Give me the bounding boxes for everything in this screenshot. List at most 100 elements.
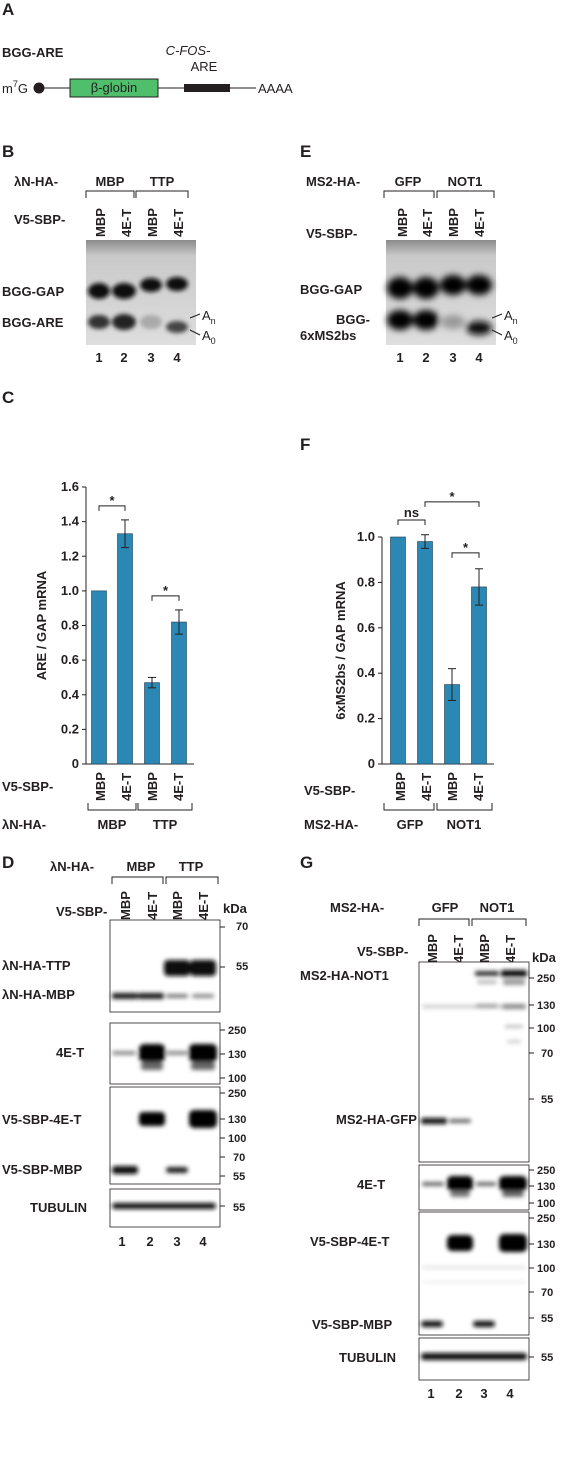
panel-label-c: C [2,388,14,407]
f-lane-labels: MBP 4E-T MBP 4E-T [393,772,486,801]
e-lane-label: 4E-T [420,209,435,237]
panel-label-f: F [300,435,310,454]
g-lane-label: MBP [425,934,440,963]
western-d: λN-HA- MBP TTP V5-SBP- MBP 4E-T MBP 4E-T… [2,859,248,1249]
y-tick-label: 0.2 [357,711,375,726]
e-lane-number: 4 [475,350,483,365]
bar [390,536,406,765]
y-tick-label: 1.4 [61,514,80,529]
f-group-2: NOT1 [447,817,482,832]
c-group-2: TTP [153,817,178,832]
d-marker: 70 [236,921,248,933]
e-a0-a: A [504,328,513,343]
globin-label: β-globin [91,80,138,95]
g-group-1: GFP [432,900,459,915]
polya-label: AAAA [258,81,293,96]
d-blot-1-marker-ticks [220,926,225,968]
g-blot-2-bands [422,1176,527,1197]
b-an-sub: n [211,316,216,326]
e-band-label-bgg: BGG- [336,312,370,327]
significance-label: * [449,489,455,504]
e-lane-label: MBP [395,208,410,237]
d-marker: 130 [228,1114,246,1126]
d-lane-number: 1 [118,1234,125,1249]
c-group-brackets [87,803,193,811]
significance-bracket [98,505,126,511]
d-row-label: V5-SBP- [56,904,107,919]
e-header-label: MS2-HA- [306,174,360,189]
y-tick-label: 0.6 [61,652,79,667]
g-lane-number: 3 [480,1386,487,1401]
d-group-1: MBP [127,859,156,874]
bar [144,682,160,765]
e-a0-sub: 0 [513,336,518,346]
b-header-label: λN-HA- [14,174,58,189]
cfos-label: C-FOS- [166,43,211,58]
d-marker: 250 [228,1088,246,1100]
d-marker: 70 [233,1152,245,1164]
northern-e: MS2-HA- GFP NOT1 V5-SBP- MBP 4E-T MBP 4E… [300,174,518,365]
western-g: MS2-HA- GFP NOT1 V5-SBP- MBP 4E-T MBP 4E… [300,900,557,1401]
g-label-4et: 4E-T [357,1177,385,1192]
d-lane-numbers: 1 2 3 4 [118,1234,207,1249]
g-blot-1-marker-ticks [529,977,534,1100]
g-lane-number: 1 [427,1386,434,1401]
d-label-ttp: λN-HA-TTP [2,958,71,973]
d-blot-3-bands [112,1110,217,1174]
b-an-label: An [202,308,216,326]
y-tick-label: 0.8 [357,574,375,589]
d-label-v5-mbp: V5-SBP-MBP [2,1162,83,1177]
g-marker: 250 [537,973,555,985]
e-group-1: GFP [395,174,422,189]
d-marker: 55 [233,1171,245,1183]
significance-bracket [151,595,180,601]
d-marker: 250 [228,1025,246,1037]
g-label-v5-4et: V5-SBP-4E-T [310,1234,390,1249]
f-lane-label: 4E-T [419,773,434,801]
d-blot-3-marker-ticks [220,1092,225,1177]
e-an-tick [491,313,503,319]
b-an-tick [189,313,201,319]
are-element [184,84,230,92]
g-marker: 70 [541,1048,553,1060]
e-group-brackets [383,190,495,198]
g-marker: 100 [537,1198,555,1210]
e-lane-label: MBP [446,208,461,237]
d-header-label: λN-HA- [50,859,94,874]
g-marker: 55 [541,1352,553,1364]
c-lane-label: MBP [93,772,108,801]
cap-dot-icon [33,82,45,94]
b-lane-label: MBP [145,208,160,237]
d-label-v5-4et: V5-SBP-4E-T [2,1112,82,1127]
d-marker: 100 [228,1073,246,1085]
e-group-2: NOT1 [448,174,483,189]
construct-label: BGG-ARE [2,45,64,60]
f-lane-label: MBP [445,772,460,801]
d-marker: 55 [233,1202,245,1214]
g-blot-1-bands [421,970,527,1124]
d-lane-number: 2 [146,1234,153,1249]
d-blot-4-bands [112,1203,216,1209]
y-tick-label: 1.6 [61,479,79,494]
b-group-1: MBP [96,174,125,189]
e-lane-label: 4E-T [472,209,487,237]
g-blot-3-marker-ticks [529,1217,534,1319]
g-header-label: MS2-HA- [330,900,384,915]
b-lane-label: MBP [93,208,108,237]
b-band-label-gap: BGG-GAP [2,284,64,299]
significance-label: * [109,493,115,508]
significance-bracket [424,501,480,507]
c-row-label: V5-SBP- [2,779,53,794]
bar [91,590,107,765]
b-lane-number: 4 [173,350,181,365]
cap-m: m [2,81,13,96]
y-tick-label: 1.0 [357,529,375,544]
d-marker: 100 [228,1133,246,1145]
b-lane-labels: MBP 4E-T MBP 4E-T [93,208,186,237]
g-blot-1 [418,961,530,1163]
bar [471,586,487,765]
g-marker: 100 [537,1263,555,1275]
b-lane-label: 4E-T [171,209,186,237]
chart-f: 0 0.2 0.4 0.6 0.8 1.0 6xMS2bs / GAP mRNA ns * * [333,489,494,771]
